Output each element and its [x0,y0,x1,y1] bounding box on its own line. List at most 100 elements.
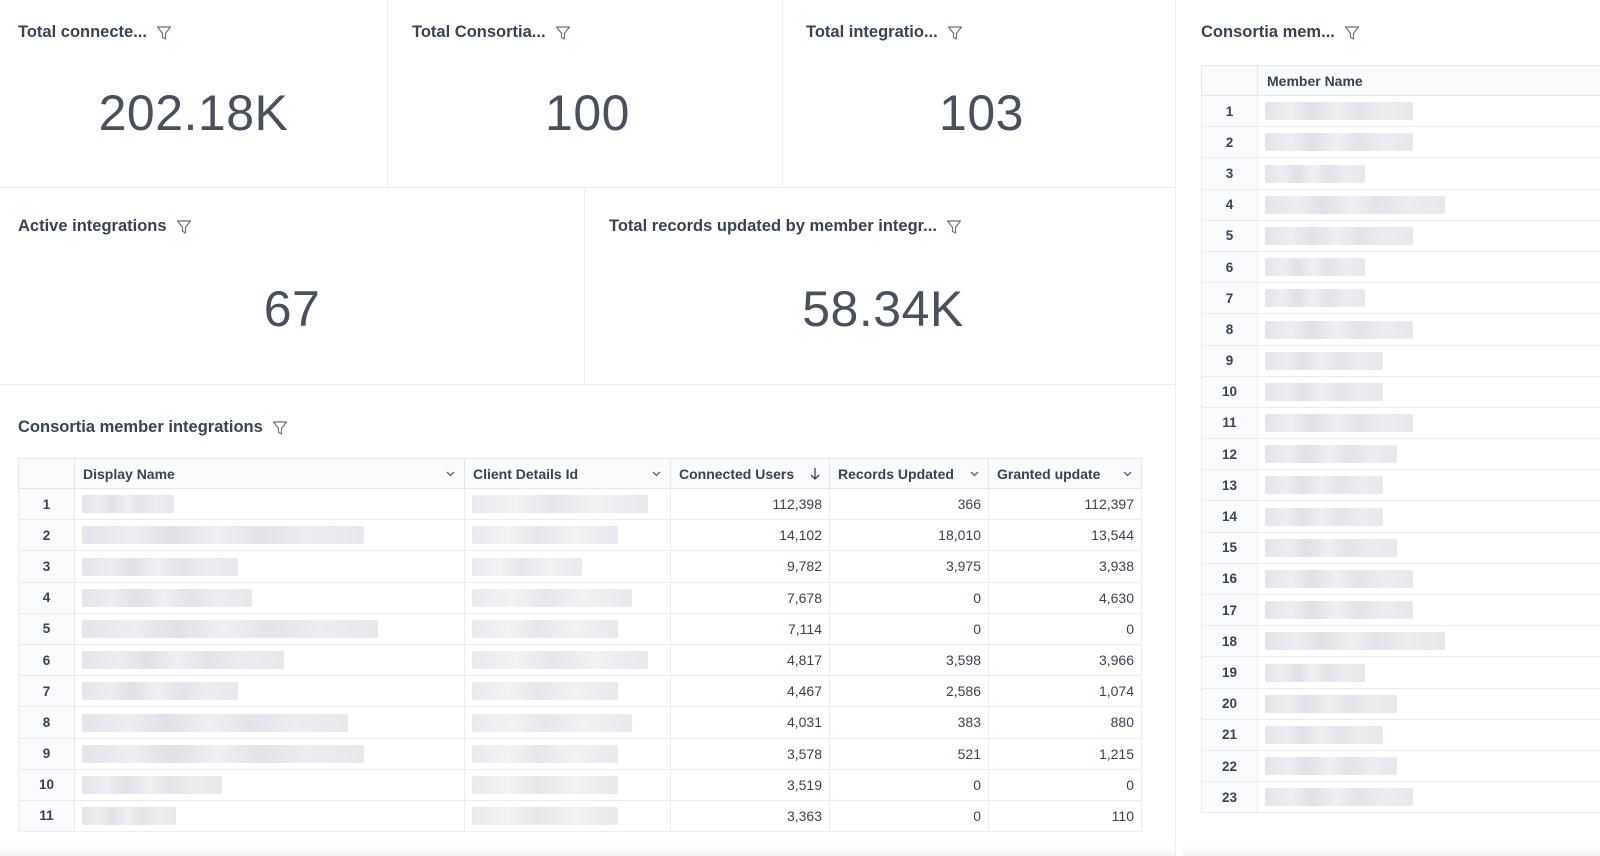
row-index: 10 [18,768,75,801]
chevron-down-icon[interactable] [445,468,456,479]
redacted-text [1265,757,1397,776]
row-index: 1 [1201,94,1258,128]
redacted-text [82,588,252,607]
redacted-text [472,807,618,826]
connected-users-cell: 7,114 [670,612,830,645]
chevron-down-icon[interactable] [1122,468,1133,479]
row-index: 4 [18,581,75,614]
table-row[interactable]: 2 [1201,126,1600,159]
chevron-down-icon[interactable] [651,468,662,479]
table-row[interactable]: 2 14,102 18,010 13,544 [18,519,1142,552]
redacted-text [1265,320,1413,339]
filter-icon[interactable] [946,219,962,235]
table-row[interactable]: 19 [1201,656,1600,689]
divider [782,0,783,187]
table-row[interactable]: 23 [1201,781,1600,814]
member-name-cell [1257,687,1600,720]
redacted-text [1265,195,1445,214]
table-row[interactable]: 4 [1201,188,1600,221]
redacted-text [1265,601,1413,620]
table-row[interactable]: 12 [1201,438,1600,471]
connected-users-cell: 3,363 [670,799,830,833]
kpi-title: Total connecte... [18,23,172,42]
row-index: 5 [1201,219,1258,252]
member-name-cell [1257,500,1600,533]
filter-icon[interactable] [1344,25,1360,41]
table-row[interactable]: 22 [1201,749,1600,783]
table-row[interactable]: 11 3,363 0 110 [18,799,1142,833]
table-row[interactable]: 6 [1201,250,1600,284]
table-row[interactable]: 14 [1201,500,1600,533]
filter-icon[interactable] [176,219,192,235]
granted-update-cell: 0 [988,768,1142,801]
filter-icon[interactable] [947,25,963,41]
granted-update-cell: 4,630 [988,581,1142,614]
column-label: Granted update [997,465,1101,482]
display-name-cell [74,768,465,801]
kpi-value: 58.34K [802,281,964,337]
row-index: 18 [1201,625,1258,658]
table-row[interactable]: 21 [1201,718,1600,751]
table-row[interactable]: 11 [1201,406,1600,440]
table-row[interactable]: 5 [1201,219,1600,252]
table-row[interactable]: 1 [1201,94,1600,128]
table-row[interactable]: 1 112,398 366 112,397 [18,487,1142,521]
granted-update-cell: 0 [988,612,1142,645]
table-header-row: Member Name [1201,65,1600,96]
records-updated-cell: 0 [829,799,989,833]
table-row[interactable]: 13 [1201,469,1600,502]
table-row[interactable]: 8 [1201,313,1600,346]
table-row[interactable]: 15 [1201,531,1600,564]
redacted-text [472,557,582,576]
table-row[interactable]: 7 [1201,282,1600,315]
table-row[interactable]: 10 3,519 0 0 [18,768,1142,801]
kpi-title-text: Total Consortia... [412,23,546,41]
client-details-id-cell [464,487,671,521]
table-row[interactable]: 8 4,031 383 880 [18,706,1142,739]
redacted-text [82,713,348,732]
member-name-cell [1257,344,1600,377]
column-header-member-name[interactable]: Member Name [1257,65,1600,96]
redacted-text [82,557,238,576]
table-row[interactable]: 20 [1201,687,1600,720]
filter-icon[interactable] [156,25,172,41]
chevron-down-icon[interactable] [969,468,980,479]
table-row[interactable]: 5 7,114 0 0 [18,612,1142,645]
divider [387,0,388,187]
table-row[interactable]: 6 4,817 3,598 3,966 [18,643,1142,677]
redacted-text [82,744,364,763]
row-index: 17 [1201,593,1258,627]
scroll-fade [0,828,1175,856]
filter-icon[interactable] [555,25,571,41]
records-updated-cell: 383 [829,706,989,739]
redacted-text [1265,476,1383,495]
table-row[interactable]: 3 9,782 3,975 3,938 [18,550,1142,583]
member-name-cell [1257,157,1600,190]
redacted-text [1265,507,1383,526]
column-header-connected-users[interactable]: Connected Users [670,458,830,489]
table-row[interactable]: 16 [1201,562,1600,596]
column-header-display-name[interactable]: Display Name [74,458,465,489]
table-row[interactable]: 18 [1201,625,1600,658]
sort-descending-arrow-icon[interactable] [809,467,821,481]
table-row[interactable]: 10 [1201,375,1600,408]
redacted-text [472,619,618,638]
granted-update-cell: 1,215 [988,737,1142,770]
table-row[interactable]: 9 3,578 521 1,215 [18,737,1142,770]
table-title: Consortia mem... [1201,23,1360,42]
member-name-cell [1257,188,1600,221]
table-title: Consortia member integrations [18,418,288,437]
table-row[interactable]: 9 [1201,344,1600,377]
redacted-text [1265,289,1365,308]
column-header-records-updated[interactable]: Records Updated [829,458,989,489]
column-header-client-details-id[interactable]: Client Details Id [464,458,671,489]
table-header-row: Display Name Client Details Id Connected… [18,458,1142,489]
integrations-table-card: Consortia member integrations Display Na… [0,391,1175,856]
filter-icon[interactable] [272,420,288,436]
row-index: 6 [1201,250,1258,284]
table-row[interactable]: 3 [1201,157,1600,190]
table-row[interactable]: 17 [1201,593,1600,627]
table-row[interactable]: 7 4,467 2,586 1,074 [18,675,1142,708]
column-header-granted-update[interactable]: Granted update [988,458,1142,489]
table-row[interactable]: 4 7,678 0 4,630 [18,581,1142,614]
